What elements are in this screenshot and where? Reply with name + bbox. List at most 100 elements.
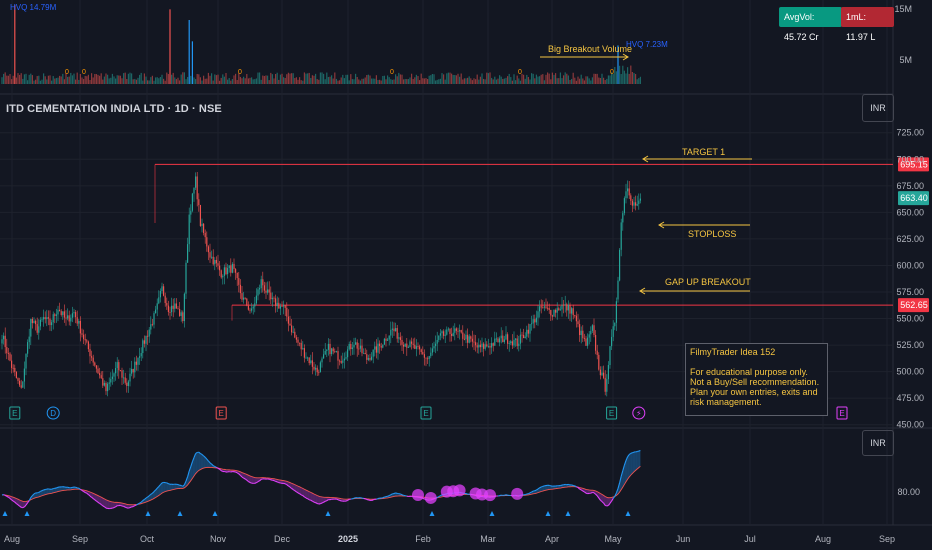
volume-bar [449,72,451,84]
volume-bar [148,80,150,84]
indicator-fill [205,457,207,468]
candle-body [387,339,389,341]
volume-bar [601,73,603,84]
indicator-fast-line [100,504,104,507]
volume-bar [558,78,560,84]
candle-body [371,356,373,360]
indicator-fast-line [96,500,99,503]
candle-body [347,349,349,358]
indicator-fast-line [155,487,158,491]
volume-bar [270,72,272,84]
indicator-fill [253,477,255,484]
volume-bar [262,75,264,84]
volume-bar [623,70,625,84]
volume-bar [236,79,238,84]
indicator-fast-line [292,489,296,492]
candle-body [76,317,78,324]
indicator-fill [602,494,604,504]
volume-bar [219,80,221,84]
indicator-currency-button[interactable]: INR [862,430,894,456]
candle-body [9,353,11,361]
earnings-marker [606,406,618,420]
indicator-fill [99,496,102,505]
currency-button[interactable]: INR [862,94,894,122]
candle-body [238,278,240,285]
candle-body [38,326,40,333]
indicator-fast-line [161,481,164,484]
candle-body [22,381,24,388]
candle-body [507,334,509,344]
volume-bar [15,77,17,84]
signal-triangle [24,511,30,516]
volume-bar [515,80,517,84]
volume-bar [155,77,157,84]
candle-body [433,346,435,349]
volume-bar [356,76,358,84]
indicator-fast-line [198,451,201,454]
x-tick-label: Aug [815,534,831,544]
indicator-fast-line [627,454,630,458]
candle-body [555,310,557,313]
indicator-fill [117,502,119,506]
candle-body [475,342,477,346]
candle-body [279,306,281,309]
indicator-fill [624,460,626,485]
indicator-fill [605,496,607,507]
indicator-fast-line [630,452,633,454]
indicator-fast-line [32,493,35,496]
candle-body [583,338,585,339]
volume-bar [502,78,504,84]
volume-bar [180,74,182,84]
volume-bar [271,74,273,84]
price-tick-label: 625.00 [896,234,924,244]
indicator-fast-line [571,484,574,486]
volume-bar [580,74,582,84]
indicator-fast-line [89,495,92,498]
candle-body [71,313,73,318]
candle-body [241,293,243,300]
candle-body [284,305,286,308]
indicator-fast-line [19,505,22,508]
candle-body [460,330,462,333]
volume-bar [73,73,75,84]
volume-bar [188,20,190,84]
signal-bubble [424,491,437,504]
volume-bar [619,65,621,84]
volume-bar [235,73,237,84]
indicator-fill [179,485,182,489]
flash-marker [632,406,646,420]
idea-line: Plan your own entries, exits and [690,387,818,397]
candle-body [359,345,361,349]
volume-bar [131,73,133,84]
candle-body [495,338,497,340]
indicator-fill [106,499,108,509]
indicator-fill [157,486,159,497]
breakout-price-tag [898,298,929,313]
indicator-fast-line [524,493,528,496]
candle-body [543,306,545,308]
candle-body [529,324,531,334]
indicator-fill [168,483,170,491]
candle-body [377,343,379,353]
indicator-fill [56,487,58,493]
hvq-label: HVQ 7.23M [626,40,668,49]
volume-bar [113,76,115,84]
indicator-fill [104,498,106,509]
indicator-fill [629,453,631,478]
indicator-fast-line [56,486,59,489]
candle-body [385,338,387,341]
candle-body [331,348,333,355]
indicator-fill [35,492,38,498]
indicator-fast-line [120,504,123,507]
volume-marker: 0 [518,69,522,76]
candle-body [239,284,241,294]
indicator-fill [170,484,172,491]
candle-body [542,307,544,309]
indicator-fast-line [193,453,197,458]
volume-bar [335,78,337,84]
volume-bar [305,73,307,84]
candle-body [476,345,478,348]
volume-bar [241,78,243,84]
candle-body [535,317,537,323]
